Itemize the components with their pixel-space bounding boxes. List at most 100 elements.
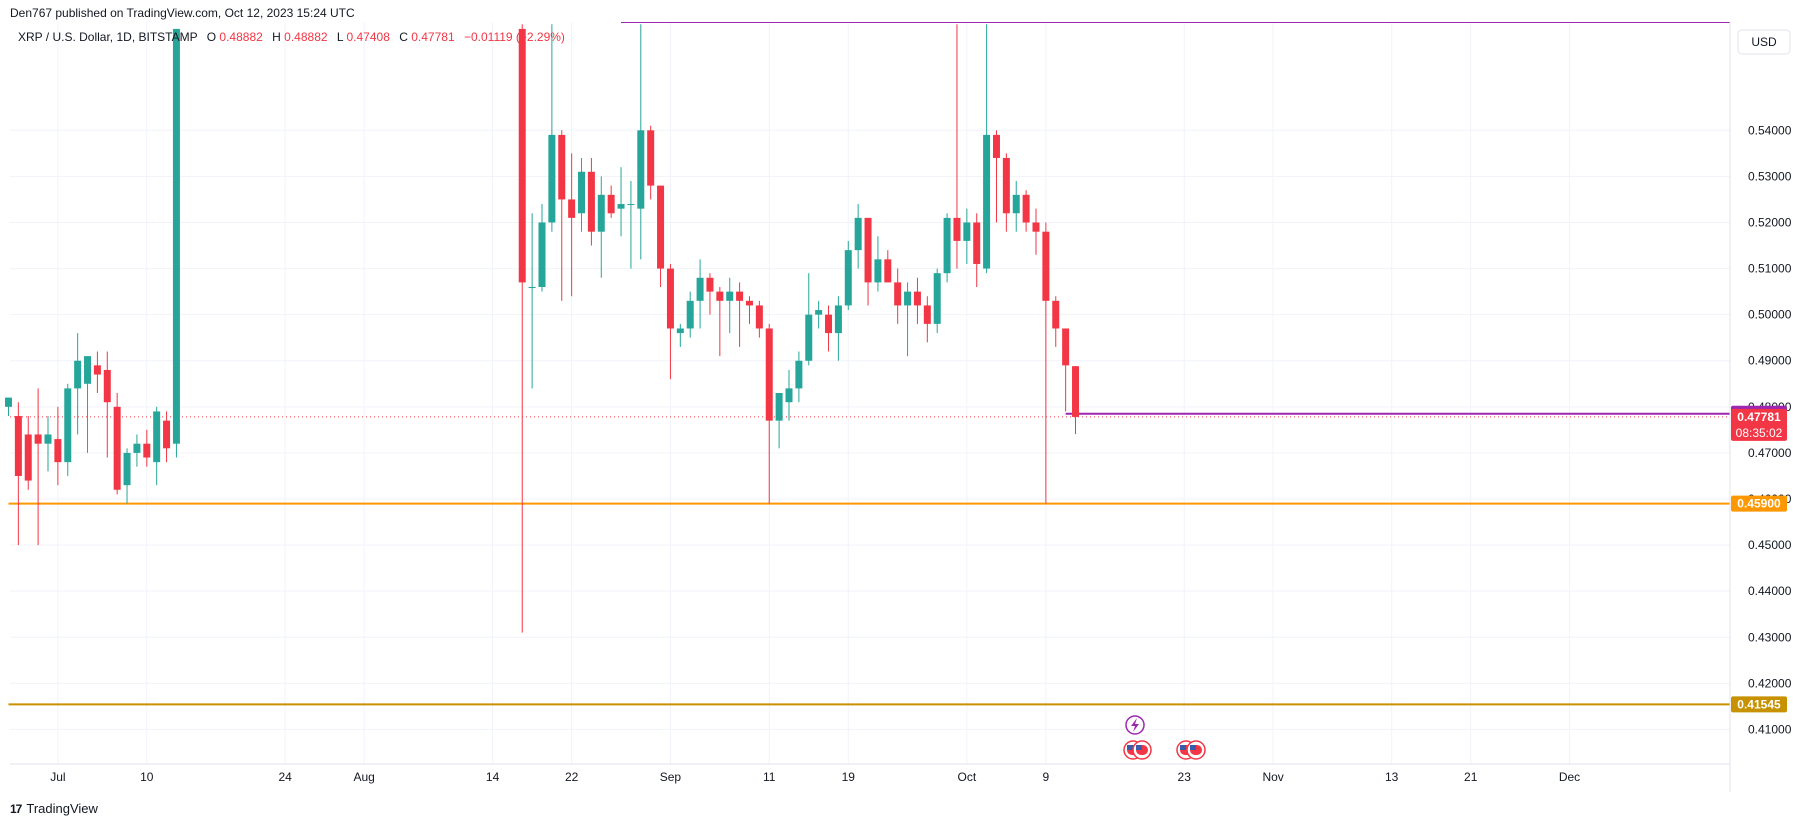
us-flag-icon[interactable] [1186,740,1206,760]
candle[interactable] [64,383,72,476]
candle[interactable] [805,273,813,366]
events-layer[interactable] [1123,715,1206,760]
candle[interactable] [4,397,12,417]
us-flag-icon[interactable] [1132,740,1152,760]
candle-body [113,406,121,490]
candle[interactable] [765,323,773,504]
legend-h-value: 0.48882 [284,30,328,44]
candle[interactable] [884,250,892,283]
candle[interactable] [528,213,536,389]
candle[interactable] [34,388,42,546]
svg-text:XRP / U.S. Dollar, 1D, BITSTAM: XRP / U.S. Dollar, 1D, BITSTAMP O 0.4888… [18,30,565,44]
time-tick-label: 19 [842,770,856,784]
candle[interactable] [568,153,576,297]
candle[interactable] [1062,328,1070,412]
candle[interactable] [775,393,783,449]
candle[interactable] [983,24,991,274]
lightning-icon[interactable] [1125,715,1145,735]
candle[interactable] [538,204,546,292]
candle[interactable] [1072,366,1080,435]
candle[interactable] [973,213,981,287]
candle[interactable] [844,240,852,311]
legend-l-label: L [337,30,344,44]
candle[interactable] [686,291,694,338]
candle[interactable] [706,273,714,315]
candle[interactable] [123,448,131,504]
price-tick-label: 0.43000 [1748,630,1792,644]
time-tick-label: 21 [1464,770,1478,784]
candle[interactable] [834,296,842,361]
candle[interactable] [93,351,101,393]
candle[interactable] [894,268,902,324]
candle-body [815,310,823,315]
candle-body [983,134,991,269]
candle[interactable] [74,333,82,435]
candle[interactable] [854,204,862,269]
candle[interactable] [558,130,566,301]
candle[interactable] [617,167,625,237]
candle[interactable] [647,125,655,200]
candle[interactable] [657,185,665,287]
candle[interactable] [666,263,674,380]
candle[interactable] [726,277,734,334]
candle[interactable] [953,24,961,269]
candle[interactable] [963,208,971,264]
candle[interactable] [153,406,161,486]
price-tick-label: 0.52000 [1748,215,1792,229]
candle[interactable] [716,287,724,357]
candle[interactable] [943,213,951,283]
candle[interactable] [992,130,1000,223]
candle[interactable] [518,24,526,633]
candle[interactable] [143,429,151,467]
candle[interactable] [755,300,763,338]
candle[interactable] [825,305,833,352]
candle[interactable] [1012,181,1020,232]
candle[interactable] [24,416,32,490]
candle[interactable] [587,157,595,246]
candle[interactable] [14,402,22,546]
candle[interactable] [578,157,586,232]
candle[interactable] [815,300,823,329]
candle[interactable] [933,268,941,334]
candle[interactable] [745,296,753,324]
candle[interactable] [913,277,921,324]
candle[interactable] [84,356,92,453]
candle[interactable] [736,282,744,347]
candle[interactable] [637,24,645,260]
candle[interactable] [1032,208,1040,255]
candle[interactable] [54,406,62,486]
candle[interactable] [1052,296,1060,347]
candle-body [568,199,576,218]
candle[interactable] [597,176,605,278]
candle[interactable] [1022,190,1030,232]
candle[interactable] [676,323,684,347]
candle[interactable] [133,434,141,467]
time-tick-label: 22 [565,770,579,784]
candle[interactable] [904,282,912,357]
candle[interactable] [923,296,931,343]
candle-body [904,291,912,306]
candle[interactable] [103,351,111,458]
candle[interactable] [1042,222,1050,504]
candle[interactable] [44,416,52,472]
candle[interactable] [548,24,556,232]
footer-brand[interactable]: 17 TradingView [10,801,98,816]
candle[interactable] [172,28,180,458]
candle[interactable] [795,351,803,403]
price-label-tag [1731,408,1787,441]
candle[interactable] [864,217,872,306]
candle[interactable] [163,411,171,463]
candle[interactable] [1002,153,1010,232]
currency-button[interactable] [1737,29,1791,55]
candle[interactable] [696,259,704,329]
candle[interactable] [785,369,793,421]
time-tick-label: Dec [1559,770,1580,784]
candle[interactable] [874,236,882,292]
candles-layer[interactable] [4,24,1080,633]
candle[interactable] [113,393,121,495]
legend-change: −0.01119 (−2.29%) [464,30,565,44]
candle[interactable] [627,181,635,269]
price-chart[interactable]: USD 0.54000 0.53000 0.52000 0.51000 0.50000 0… [0,22,1803,800]
candle[interactable] [607,185,615,218]
